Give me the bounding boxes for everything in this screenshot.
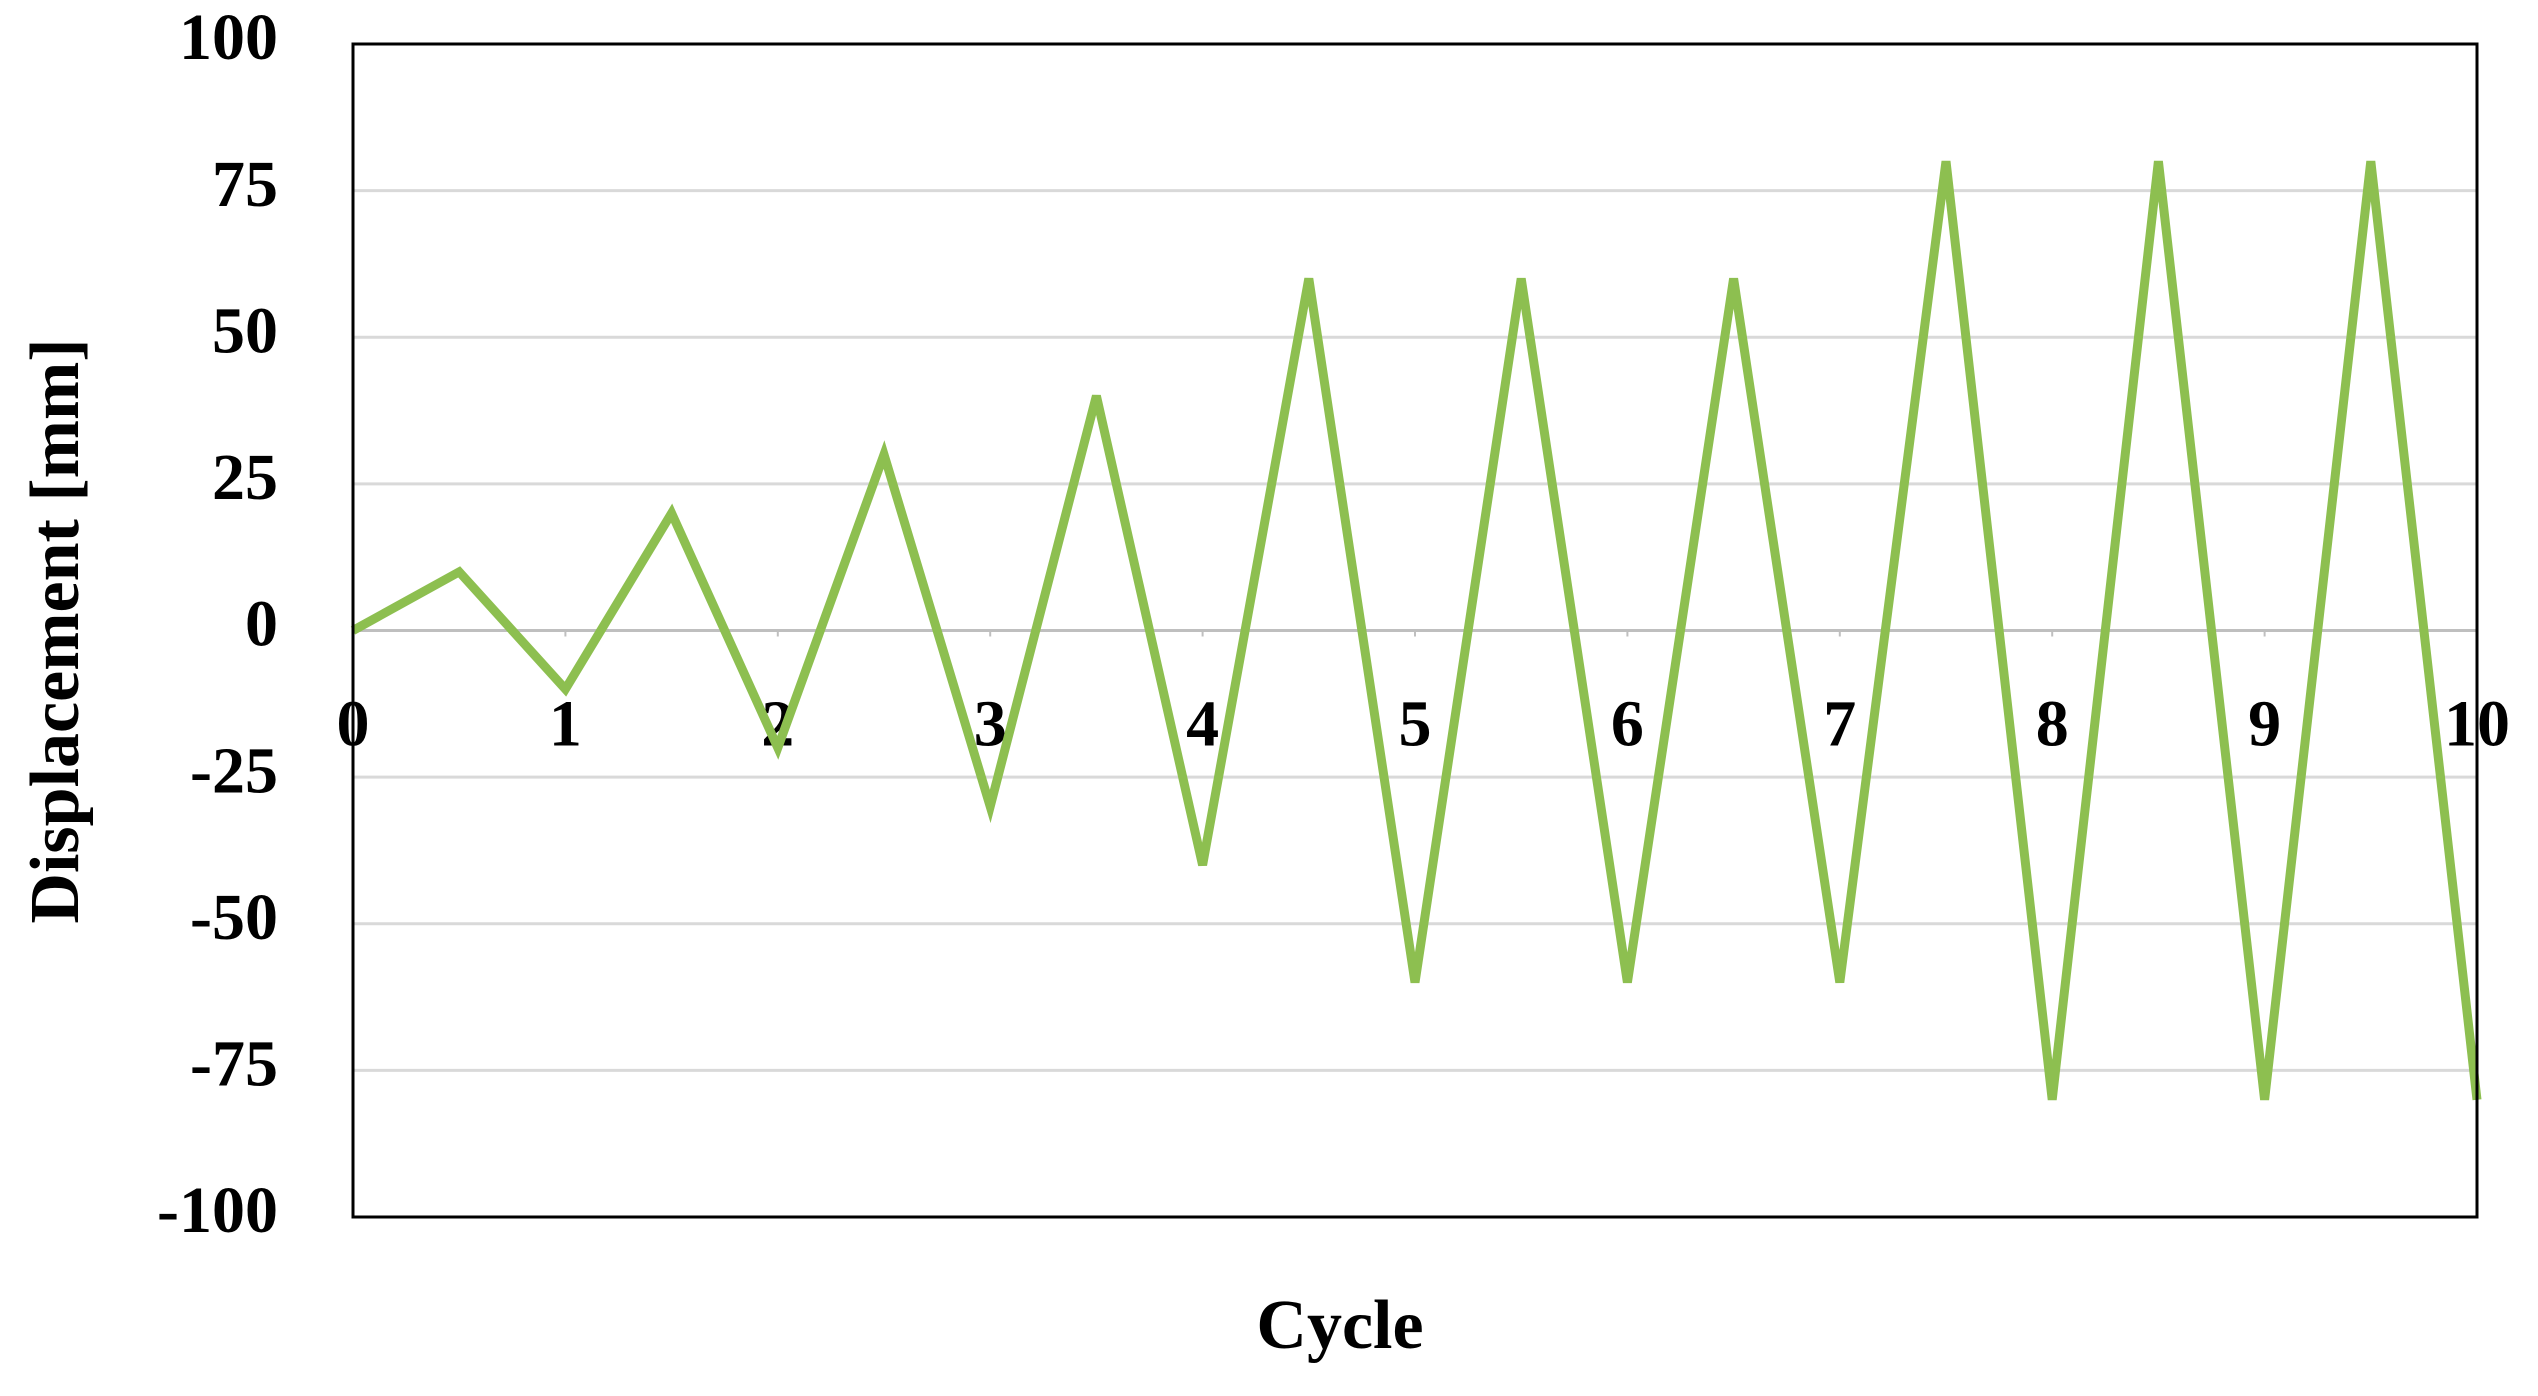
x-tick-label: 4 (1186, 688, 1219, 761)
x-tick-label: 7 (1823, 688, 1856, 761)
y-tick-label: -25 (190, 734, 278, 807)
y-axis-title: Displacement [mm] (17, 338, 94, 923)
y-tick-label: -50 (190, 881, 278, 954)
y-tick-label: 0 (245, 588, 278, 661)
y-tick-label: 100 (179, 1, 278, 74)
x-tick-label: 6 (1611, 688, 1644, 761)
x-tick-label: 8 (2036, 688, 2069, 761)
data-line (350, 160, 2482, 1101)
y-tick-label: 50 (212, 294, 278, 367)
x-tick-label: 1 (549, 688, 582, 761)
y-tick-label: 75 (212, 148, 278, 221)
x-tick-label: 5 (1399, 688, 1432, 761)
x-tick-label: 9 (2248, 688, 2281, 761)
y-tick-label: -100 (157, 1174, 278, 1247)
plot-frame (351, 42, 2479, 1219)
y-tick-label: 25 (212, 441, 278, 514)
y-tick-label: -75 (190, 1028, 278, 1101)
x-axis-title: Cycle (1256, 1287, 1423, 1364)
